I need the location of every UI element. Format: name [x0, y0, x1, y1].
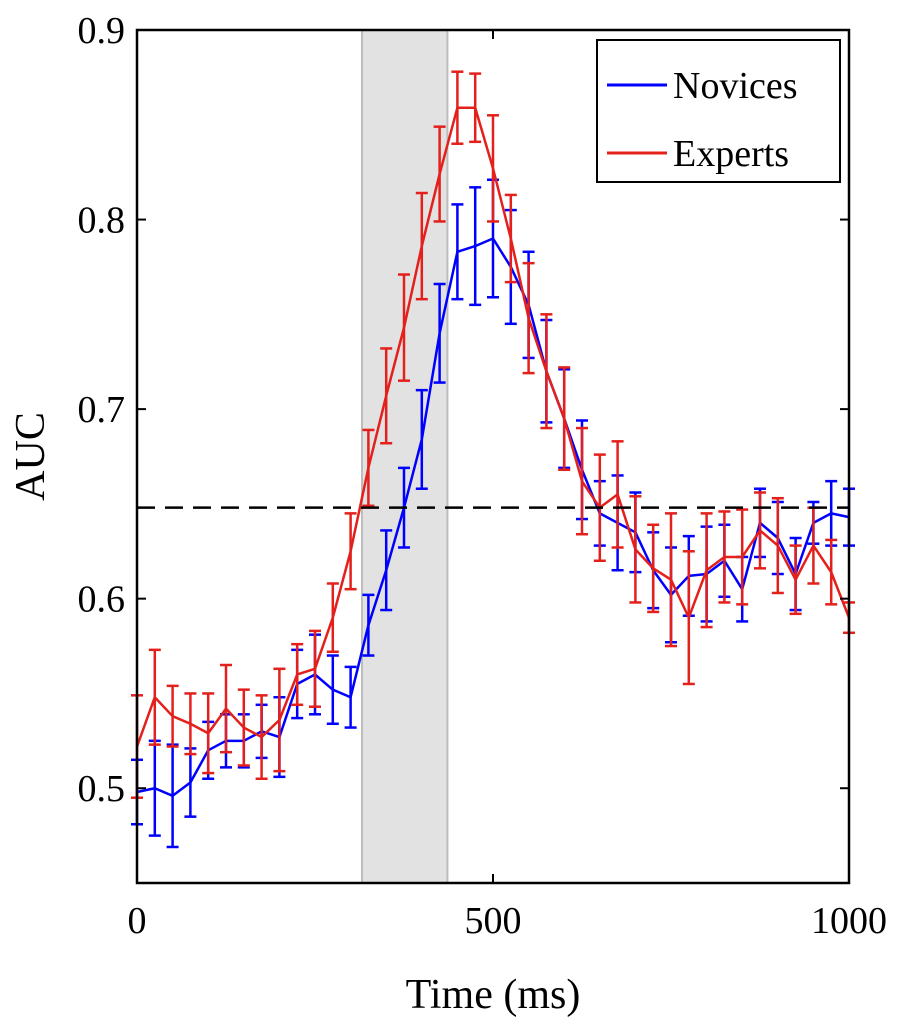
x-tick-label: 500 — [465, 900, 522, 942]
series-experts — [131, 70, 855, 799]
experts-line — [135, 106, 851, 747]
y-tick-label: 0.7 — [78, 389, 126, 431]
y-tick-label: 0.8 — [78, 200, 126, 242]
y-axis-label: AUC — [8, 412, 54, 501]
legend-label-experts: Experts — [673, 133, 789, 175]
shaded-window — [361, 30, 448, 883]
legend-label-novices: Novices — [673, 65, 798, 107]
y-tick-label: 0.9 — [78, 10, 126, 52]
x-axis-label: Time (ms) — [406, 972, 581, 1018]
x-tick-label: 0 — [128, 900, 147, 942]
x-tick-label: 1000 — [811, 900, 887, 942]
series-novices — [131, 178, 855, 849]
y-tick-label: 0.5 — [78, 768, 126, 810]
legend-box — [596, 39, 841, 183]
y-tick-label: 0.6 — [78, 579, 126, 621]
